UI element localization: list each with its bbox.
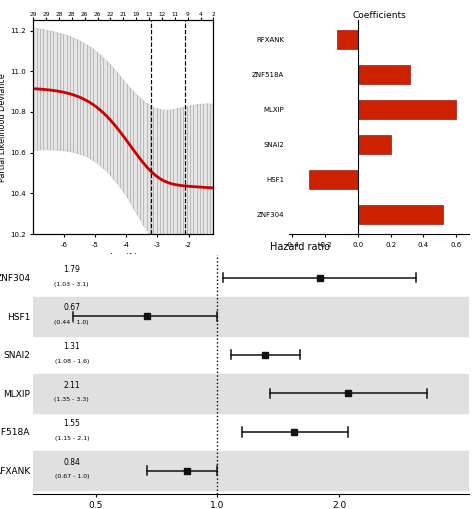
X-axis label: Log(λ): Log(λ) [109,253,137,262]
Bar [337,30,358,49]
Text: (0.67 - 1.0): (0.67 - 1.0) [55,474,89,479]
Text: A: A [0,0,4,3]
Bar [33,297,469,335]
Text: Hazard ratio: Hazard ratio [270,242,330,252]
Bar [358,65,410,84]
Text: 0.67: 0.67 [64,303,80,313]
Text: (0.44 - 1.0): (0.44 - 1.0) [55,320,89,325]
Text: (1.15 - 2.1): (1.15 - 2.1) [55,436,89,441]
Bar [358,135,391,154]
Bar [358,100,456,120]
Bar [33,374,469,413]
Text: 1.31: 1.31 [64,342,80,351]
Bar [358,205,443,224]
Text: B: B [238,0,249,3]
Text: (1.35 - 3.3): (1.35 - 3.3) [55,397,89,402]
Bar [33,451,469,490]
Text: 1.55: 1.55 [64,419,80,428]
Text: 2.11: 2.11 [64,381,80,389]
Text: (1.03 - 3.1): (1.03 - 3.1) [55,281,89,287]
Text: 0.84: 0.84 [64,458,80,467]
Y-axis label: Partial Likelihood Deviance: Partial Likelihood Deviance [0,73,7,182]
Bar [309,170,358,189]
Text: 1.79: 1.79 [64,265,80,274]
Text: (1.08 - 1.6): (1.08 - 1.6) [55,359,89,364]
Title: Coefficients: Coefficients [352,11,406,19]
